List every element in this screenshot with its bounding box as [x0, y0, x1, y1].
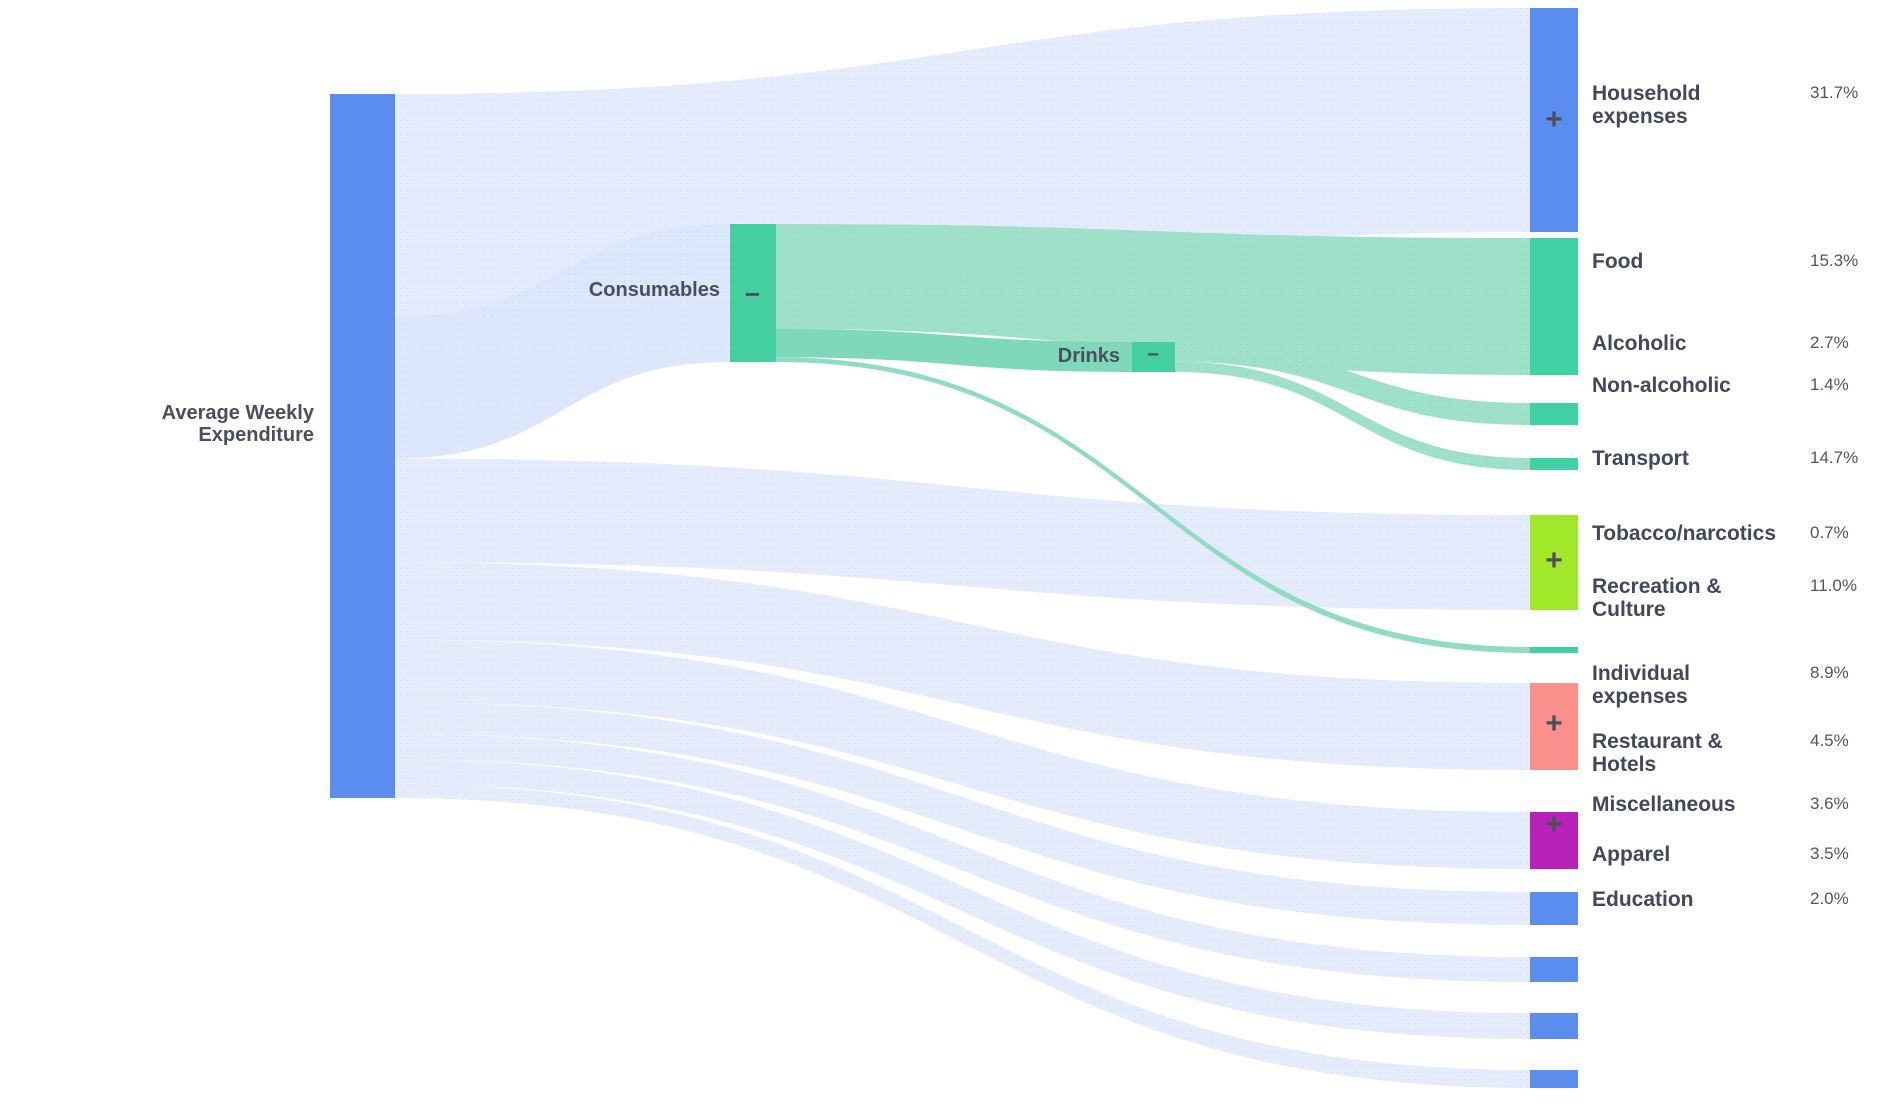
sankey-link-texture [1175, 342, 1530, 425]
legend-item-name: Household expenses [1592, 82, 1701, 129]
sankey-node-apparel[interactable] [1530, 1013, 1578, 1039]
sankey-node-alcoholic[interactable] [1530, 403, 1578, 425]
legend-item-percent: 15.3% [1810, 251, 1859, 270]
sankey-node-recreation[interactable] [1530, 683, 1578, 770]
legend-item-name: Apparel [1592, 843, 1671, 866]
legend-item-name: Recreation & Culture [1592, 575, 1722, 622]
legend-item-name: Restaurant & Hotels [1592, 730, 1723, 777]
legend-item-percent: 14.7% [1810, 448, 1859, 467]
sankey-link-texture [395, 639, 1530, 869]
sankey-link-texture [395, 224, 730, 459]
sankey-link-texture [395, 783, 1530, 1088]
sankey-link-texture [776, 357, 1530, 653]
sankey-links-texture [395, 8, 1530, 1088]
legend-item-name: Individual expenses [1592, 662, 1691, 709]
sankey-node-household[interactable] [1530, 8, 1578, 232]
household-expenses-expand-toggle[interactable]: + [1545, 103, 1563, 136]
legend-item-name: Transport [1592, 447, 1689, 470]
individual-expenses-expand-toggle[interactable]: + [1545, 808, 1563, 841]
drinks-collapse-toggle[interactable]: − [1147, 344, 1159, 366]
sankey-node-education[interactable] [1530, 1070, 1578, 1088]
legend-item-percent: 2.7% [1810, 333, 1849, 352]
sankey-link-texture [395, 702, 1530, 925]
transport-expand-toggle[interactable]: + [1545, 544, 1563, 577]
sankey-node-misc[interactable] [1530, 957, 1578, 982]
recreation-culture-expand-toggle[interactable]: + [1545, 707, 1563, 740]
legend-item-percent: 4.5% [1810, 731, 1849, 750]
sankey-node-source[interactable] [330, 94, 395, 798]
sankey-link-texture [776, 224, 1530, 375]
consumables-collapse-toggle[interactable]: − [744, 279, 761, 309]
legend-item-percent: 0.7% [1810, 523, 1849, 542]
sankey-node-restaurant[interactable] [1530, 892, 1578, 925]
legend-item-percent: 3.6% [1810, 794, 1849, 813]
consumables-node-label: Consumables [588, 279, 720, 301]
sankey-link-texture [395, 733, 1530, 982]
legend-item-name: Tobacco/narcotics [1592, 522, 1776, 545]
legend-item-percent: 11.0% [1810, 576, 1857, 595]
sankey-node-consumables[interactable] [730, 224, 776, 362]
legend-item-percent: 8.9% [1810, 663, 1849, 682]
sankey-link-texture [1175, 361, 1530, 470]
legend-item-name: Non-alcoholic [1592, 374, 1731, 397]
legend-item-name: Education [1592, 888, 1694, 911]
sankey-node-transport[interactable] [1530, 515, 1578, 610]
legend-item-percent: 31.7% [1810, 83, 1859, 102]
sankey-node-tobacco[interactable] [1530, 647, 1578, 653]
legend-item-percent: 2.0% [1810, 889, 1849, 908]
sankey-node-food[interactable] [1530, 238, 1578, 375]
legend-item-name: Food [1592, 250, 1644, 273]
sankey-node-individual[interactable] [1530, 812, 1578, 869]
legend-item-name: Alcoholic [1592, 332, 1687, 355]
legend-item-percent: 3.5% [1810, 844, 1849, 863]
sankey-node-nonalcoholic[interactable] [1530, 458, 1578, 470]
drinks-node-label: Drinks [1057, 345, 1120, 367]
legend-item-percent: 1.4% [1810, 375, 1849, 394]
legend-item-name: Miscellaneous [1592, 793, 1736, 816]
sankey-link-texture [776, 329, 1132, 372]
sankey-node-drinks[interactable] [1132, 342, 1175, 372]
sankey-nodes-group [330, 8, 1578, 1088]
sankey-link-texture [395, 759, 1530, 1039]
sankey-link-texture [395, 562, 1530, 770]
source-node-label: Average Weekly Expenditure [161, 402, 314, 447]
